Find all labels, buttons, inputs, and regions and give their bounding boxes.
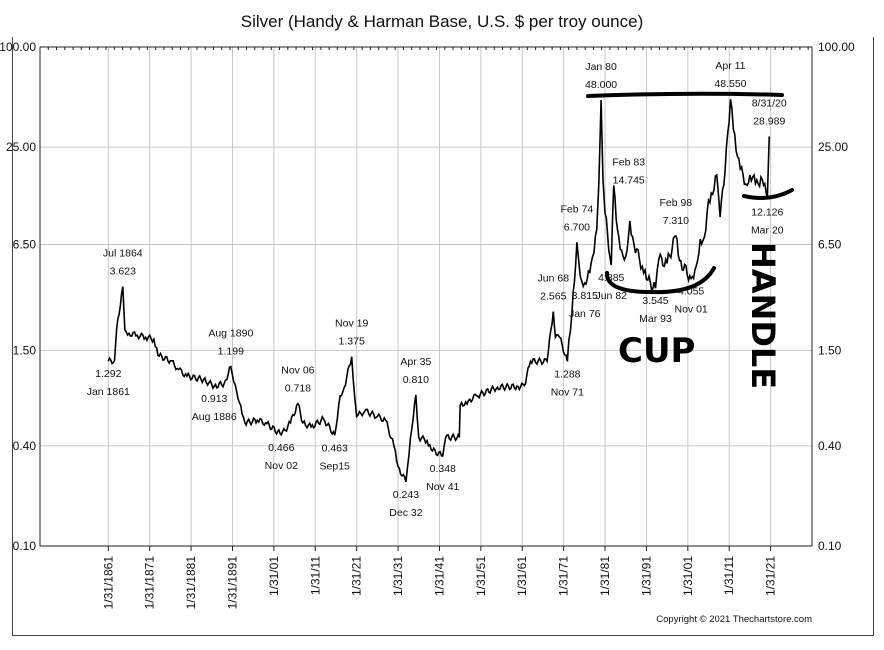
annotation-value: 3.623 — [110, 266, 136, 278]
y-tick-label-left: 100.00 — [0, 40, 36, 54]
x-tick-label: 1/31/11 — [308, 556, 322, 595]
annotation-value: 3.815 — [572, 290, 598, 302]
annotation-value: 0.466 — [268, 442, 294, 454]
copyright: Copyright © 2021 Thechartstore.com — [656, 614, 812, 625]
annotation-date: Jan 76 — [569, 308, 601, 320]
y-tick-label-right: 0.40 — [818, 439, 842, 453]
y-tick-label-right: 100.00 — [818, 40, 855, 54]
y-tick-label-right: 0.10 — [818, 539, 842, 553]
y-tick-label-left: 1.50 — [13, 343, 37, 357]
annotation-value: 28.989 — [753, 115, 785, 127]
x-tick-label: 1/31/01 — [267, 556, 281, 596]
annotation-date: Aug 1890 — [208, 328, 253, 340]
annotation-date: Nov 19 — [335, 318, 368, 330]
x-tick-label: 1/31/11 — [722, 556, 736, 595]
x-tick-label: 1/31/41 — [432, 556, 446, 596]
annotation-value: 1.375 — [339, 336, 365, 348]
y-tick-label-left: 25.00 — [6, 140, 36, 154]
y-tick-label-left: 0.10 — [13, 539, 37, 553]
annotation-date: Feb 74 — [561, 203, 594, 215]
annotation-value: 1.288 — [554, 368, 580, 380]
handle-curve — [742, 188, 794, 200]
handwritten-annotations: CUP HANDLE — [586, 91, 794, 389]
annotation-date: Mar 93 — [639, 313, 672, 325]
y-tick-label-right: 1.50 — [818, 343, 842, 357]
x-tick-label: 1/31/81 — [598, 556, 612, 596]
handle-label: HANDLE — [744, 242, 782, 389]
x-tick-label: 1/31/91 — [639, 556, 653, 596]
annotation-value: 14.745 — [613, 174, 645, 186]
cup-curve — [605, 266, 716, 295]
annotation-value: 7.310 — [663, 215, 689, 227]
annotation-value: 1.199 — [218, 346, 244, 358]
annotation-date: Jul 1864 — [103, 248, 143, 260]
annotation-date: Nov 41 — [426, 481, 459, 493]
annotation-date: Nov 02 — [265, 460, 298, 472]
annotation-value: 0.913 — [201, 393, 227, 405]
annotation-value: 3.545 — [642, 295, 668, 307]
y-tick-label-left: 6.50 — [13, 237, 37, 251]
x-tick-label: 1/31/1871 — [143, 556, 157, 610]
x-tick-label: 1/31/1861 — [101, 556, 115, 610]
x-tick-label: 1/31/1891 — [225, 556, 239, 610]
annotation-date: Nov 71 — [551, 386, 584, 398]
annotation-value: 0.810 — [403, 374, 429, 386]
annotation-value: 2.565 — [540, 291, 566, 303]
annotation-value: 4.885 — [598, 272, 624, 284]
annotation-date: 8/31/20 — [752, 97, 787, 109]
annotation-date: Jun 68 — [538, 273, 570, 285]
resistance-line — [586, 91, 784, 98]
annotation-date: Jun 82 — [595, 290, 627, 302]
annotation-value: 0.718 — [285, 383, 311, 395]
y-tick-label-left: 0.40 — [13, 439, 37, 453]
y-tick-label-right: 25.00 — [818, 140, 848, 154]
cup-label: CUP — [618, 331, 695, 371]
chart-title: Silver (Handy & Harman Base, U.S. $ per … — [240, 12, 644, 31]
annotation-value: 0.243 — [393, 489, 419, 501]
annotation-value: 48.000 — [585, 79, 617, 91]
annotation-date: Feb 83 — [612, 156, 645, 168]
annotation-date: Aug 1886 — [192, 411, 237, 423]
x-tick-label: 1/31/31 — [391, 556, 405, 596]
y-tick-label-right: 6.50 — [818, 237, 842, 251]
chart-frame — [12, 37, 874, 636]
annotation-value: 0.463 — [322, 442, 348, 454]
annotation-date: Mar 20 — [751, 224, 784, 236]
x-tick-label: 1/31/21 — [350, 556, 364, 596]
annotation-date: Apr 11 — [715, 60, 745, 72]
annotation-date: Feb 98 — [659, 197, 692, 209]
silver-price-line — [107, 99, 771, 483]
x-tick-label: 1/31/21 — [764, 556, 778, 596]
annotation-value: 6.700 — [564, 221, 590, 233]
annotation-value: 1.292 — [95, 368, 121, 380]
x-tick-label: 1/31/51 — [474, 556, 488, 596]
annotation-date: Dec 32 — [389, 507, 422, 519]
annotation-value: 12.126 — [751, 206, 783, 218]
annotation-value: 48.550 — [714, 78, 746, 90]
plot-border — [39, 46, 813, 547]
x-tick-label: 1/31/61 — [515, 556, 529, 596]
annotation-date: Apr 35 — [400, 356, 431, 368]
annotation-date: Nov 01 — [674, 304, 707, 316]
annotation-date: Nov 06 — [281, 365, 314, 377]
annotation-value: 0.348 — [430, 463, 456, 475]
annotation-date: Sep15 — [320, 460, 351, 472]
annotation-date: Jan 1861 — [87, 386, 130, 398]
x-tick-label: 1/31/1881 — [184, 556, 198, 610]
x-tick-label: 1/31/71 — [557, 556, 571, 596]
annotation-date: Jan 80 — [585, 61, 617, 73]
x-tick-label: 1/31/01 — [681, 556, 695, 596]
